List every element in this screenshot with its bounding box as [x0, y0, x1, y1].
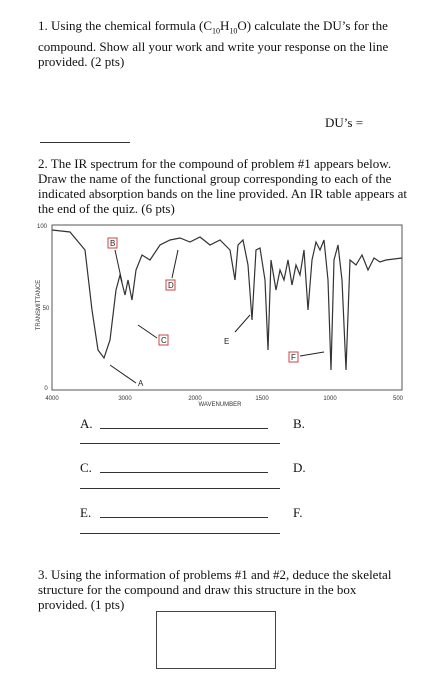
answer-label: E. [80, 505, 92, 520]
spectrum-trace [51, 229, 403, 371]
answer-label: A. [80, 416, 93, 431]
arrow [114, 249, 123, 283]
answer-label: B. [293, 416, 305, 431]
x-tick-label: 1500 [255, 396, 269, 402]
subscript: 10 [212, 26, 221, 36]
answer-label: C. [80, 460, 92, 475]
q1-text: H [220, 18, 230, 33]
label-box [288, 351, 299, 363]
x-tick-label: 500 [393, 396, 404, 402]
y-axis-label: TRANSMITTANCE [36, 280, 42, 331]
band-label: A [138, 379, 144, 388]
q1-text: 1. Using the chemical formula (C [38, 18, 213, 33]
question-2: 2. The IR spectrum for the compound of p… [38, 156, 407, 216]
label-box [158, 334, 169, 346]
band-label: F [291, 353, 296, 362]
y-tick-label: 0 [44, 386, 48, 392]
y-tick-label: 50 [43, 306, 50, 312]
answer-label: F. [293, 505, 303, 520]
answer-line [80, 533, 280, 534]
answer-box [156, 611, 276, 669]
q1-text: O) calculate the DU’s for the compound. … [38, 18, 389, 69]
answer-label: D. [293, 460, 306, 475]
arrow [234, 314, 251, 333]
x-tick-label: 2000 [188, 396, 202, 402]
answer-line [100, 472, 268, 473]
x-tick-label: 4000 [45, 396, 59, 402]
x-tick-label: 1000 [323, 396, 337, 402]
band-label: C [161, 336, 167, 345]
question-3: 3. Using the information of problems #1 … [38, 567, 392, 612]
subscript: 10 [229, 26, 238, 36]
x-axis-label: WAVENUMBER [198, 402, 242, 408]
answer-line [80, 488, 280, 489]
arrow [299, 351, 325, 357]
y-tick-label: 100 [37, 224, 48, 230]
answer-line [40, 142, 130, 143]
band-label: E [224, 337, 229, 346]
arrow [171, 249, 179, 279]
x-tick-label: 3000 [118, 396, 132, 402]
answer-line [100, 428, 268, 429]
answer-line [80, 443, 280, 444]
du-label: DU’s = [325, 115, 364, 130]
plot-frame [51, 224, 403, 391]
band-label: B [110, 239, 115, 248]
question-1: 1. Using the chemical formula (C10H10O) … [38, 18, 418, 69]
label-box [107, 237, 118, 249]
ir-spectrum: 4000 3000 2000 1500 1000 500 WAVENUMBER … [36, 224, 404, 408]
arrow [137, 324, 158, 339]
arrow [109, 364, 137, 384]
answer-line [100, 517, 268, 518]
band-label: D [168, 281, 174, 290]
label-box [165, 279, 176, 291]
